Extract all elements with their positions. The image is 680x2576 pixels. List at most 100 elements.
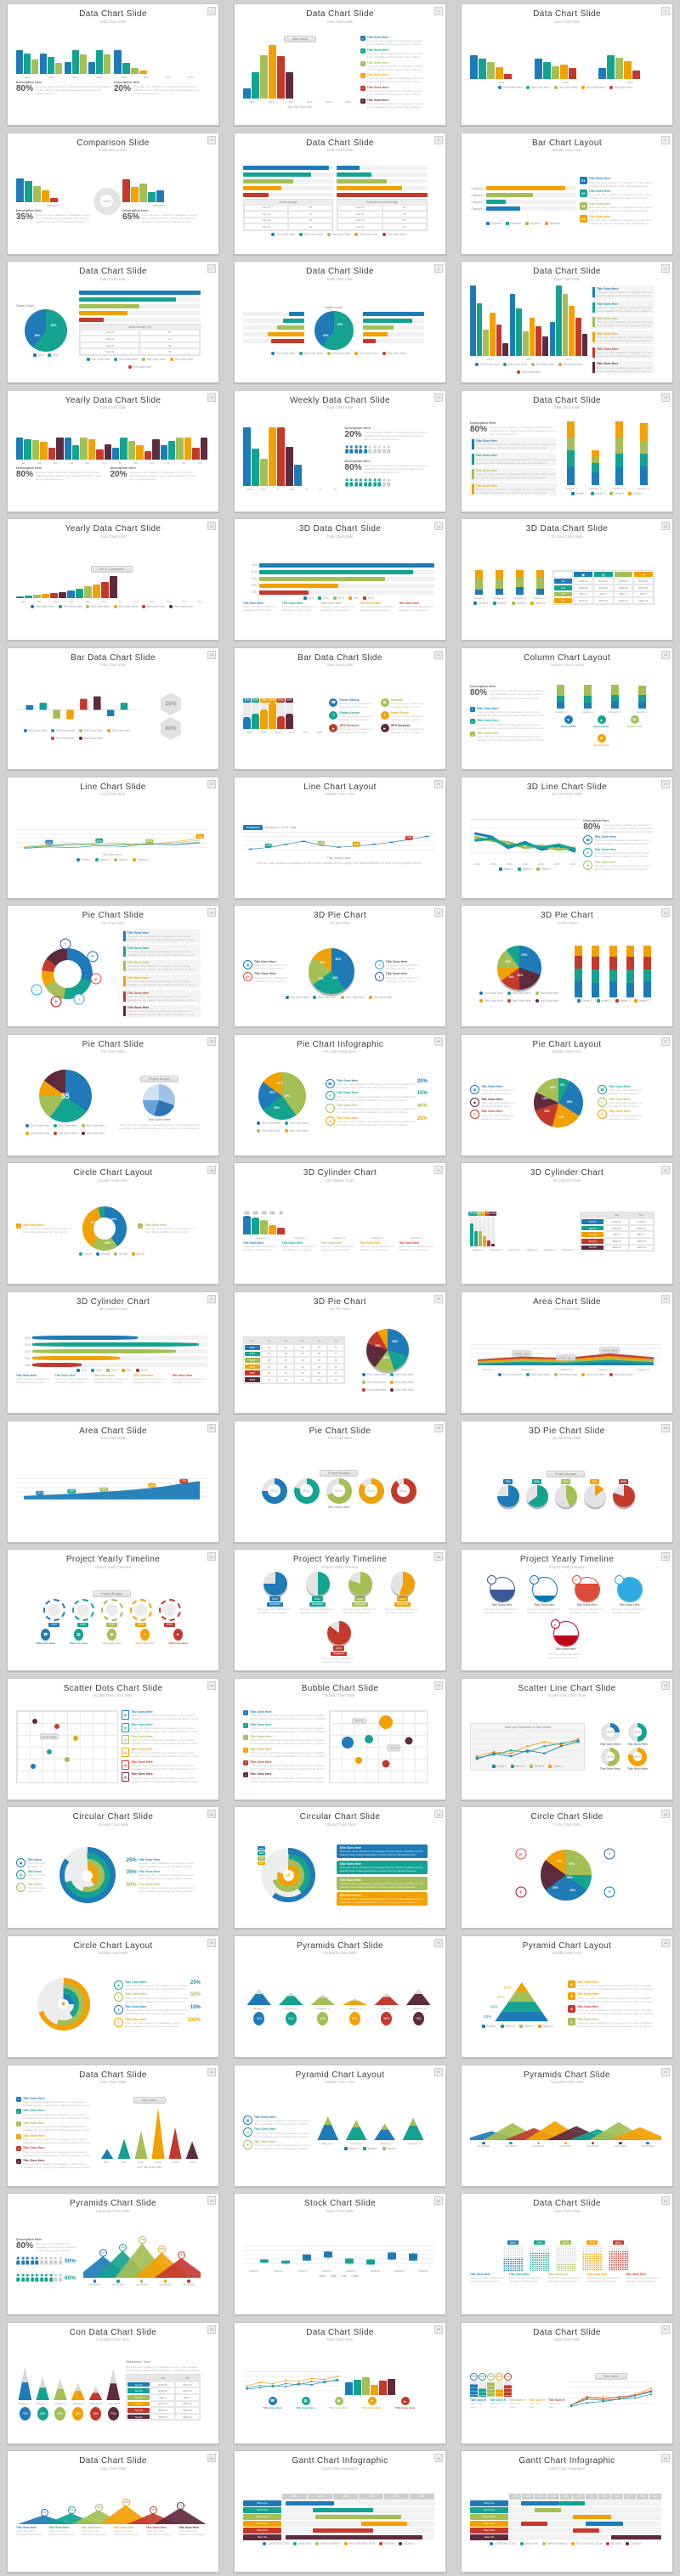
bar-item xyxy=(93,574,100,599)
slide-title: 3D Data Chart Slide xyxy=(525,524,609,534)
slide-card[interactable]: 10 Yearly Data Chart Slide Data Chart Slid… xyxy=(7,389,219,512)
slide-card[interactable]: 58 Data Chart Slide Data Chart Slide 45% 55%… xyxy=(7,2450,219,2573)
slide-card[interactable]: 5 Data Chart Slide Data Chart Slide Avista … xyxy=(234,132,446,255)
line-chart xyxy=(243,2371,342,2396)
axis-tick: 2010 xyxy=(103,2161,110,2165)
pin-marker: 45% xyxy=(150,2506,158,2515)
percent-block: Description Here 80% There are many variat… xyxy=(470,685,545,699)
ring-tag: 40% xyxy=(258,1851,266,1856)
slide-card[interactable]: 45 Circle Chart Slide Circle Chart Slide 60… xyxy=(461,1806,673,1929)
slide-card[interactable]: 12 Data Chart Slide Data Chart Slide Descri… xyxy=(461,389,673,512)
stack-segment xyxy=(575,981,583,997)
slide-card[interactable]: 28 Circle Chart Layout Subtitle Goes Here ✓… xyxy=(7,1162,219,1285)
slide-card[interactable]: 57 Data Chart Slide Data Chart Slide 45% 40%… xyxy=(461,2321,673,2444)
slide-card[interactable]: 52 Pyramids Chart Slide Pyramids Chart Sli… xyxy=(7,2193,219,2316)
table-cell: $90.77 xyxy=(150,2393,176,2401)
slide-card[interactable]: 20 Line Chart Layout Subtitle Goes Here Key… xyxy=(234,776,446,899)
slide-card[interactable]: 54 Data Chart Slide Data Chart Slide 50% 75%… xyxy=(461,2193,673,2316)
slide-card[interactable]: 14 3D Data Chart Slide Data Chart Slide 201… xyxy=(234,518,446,641)
bar-track xyxy=(607,55,615,79)
slide-card[interactable]: 4 Comparison Slide Comparison Slide PROJECT… xyxy=(7,132,219,255)
slide-number-badge: 7 xyxy=(207,264,216,274)
slide-card[interactable]: 51 Pyramids Chart Slide Pyramids Chart Sli… xyxy=(461,2064,673,2187)
slide-card[interactable]: 49 Data Chart Slide Data Chart Slide ✓ Title… xyxy=(7,2064,219,2187)
axis-labels: 2010 2011 2012 2013 2014 2015 xyxy=(99,2161,201,2164)
slide-card[interactable]: 19 Line Chart Slide Line Chart Slide 40% 60%… xyxy=(7,776,219,899)
slide-card[interactable]: 22 Pie Chart Slide Pie Chart Slide f in g+ t p v… xyxy=(7,905,219,1028)
slide-card[interactable]: 59 Gantt Chart Infographic Gantt Chart Inf… xyxy=(234,2450,446,2573)
slide-card[interactable]: 38 Project Yearly Timeline Project Yearly … xyxy=(234,1549,446,1672)
slide-card[interactable]: 32 3D Pie Chart 3D Pie Chart Year S1 S2 S3 S4 S5… xyxy=(234,1291,446,1414)
hbar xyxy=(243,166,330,171)
axis-tick: Category 1 xyxy=(554,710,568,715)
legend-item: Text Goes Here xyxy=(51,728,75,732)
slide-card[interactable]: 2 Data Chart Slide Data Chart Slide Max Val… xyxy=(234,3,446,126)
slide-card[interactable]: 11 Weekly Data Chart Slide Data Chart Slid… xyxy=(234,389,446,512)
item-text: Title Goes Here There are many variations… xyxy=(125,2005,189,2015)
slide-card[interactable]: 40 Scatter Dots Chart Slide Scatter Dots C… xyxy=(7,1677,219,1800)
item-text: Title Goes Here There are many variations… xyxy=(23,2121,95,2132)
slide-card[interactable]: 7 Data Chart Slide Data Chart Slide Sales C… xyxy=(7,261,219,384)
legend-item: Series 2 xyxy=(500,2025,515,2029)
slide-card[interactable]: 35 Pie Chart Slide Pie Chart Slide Project … xyxy=(234,1420,446,1543)
item-title: Title Goes Here xyxy=(131,1722,153,1726)
slide-card[interactable]: 23 3D Pie Chart 3D Pie Chart in Title Goes H… xyxy=(234,905,446,1028)
slide-card[interactable]: 34 Area Chart Slide Area Chart Slide 20% 25%… xyxy=(7,1420,219,1543)
slide-card[interactable]: 24 3D Pie Chart 3D Pie Chart 30% 20% 15% 10% Te… xyxy=(461,905,673,1028)
slide-body: 12% 20% 24% 43% Series 1 Series 2 Series 3 Seri… xyxy=(462,1955,672,2053)
table-cell: 30 xyxy=(294,1357,311,1364)
slide-card[interactable]: 25 Pie Chart Slide Pie Chart Slide 35 Text G… xyxy=(7,1033,219,1156)
slide-card[interactable]: 48 Pyramid Chart Layout Subtitle Goes Here… xyxy=(461,1935,673,2058)
legend-label: Text Goes Here xyxy=(173,605,193,609)
slide-card[interactable]: 36 3D Pie Chart Slide 3D Pie Chart Slide Pr… xyxy=(461,1420,673,1543)
gps-icon: ► xyxy=(329,724,338,733)
slide-card[interactable]: 42 Scatter Line Chart Slide Scatter Line C… xyxy=(461,1677,673,1800)
slide-card[interactable]: 26 Pie Chart Infographic Pie Chart Infogra… xyxy=(234,1033,446,1156)
slide-card[interactable]: 15 3D Data Chart Slide 3D Data Chart Slide… xyxy=(461,518,673,641)
table-row: Test 04 $500.44 $500.44 xyxy=(126,2400,200,2408)
slide-card[interactable]: 44 Circular Chart Slide Circular Chart Sli… xyxy=(234,1806,446,1929)
slide-card[interactable]: 29 3D Cylinder Chart 3D Cylinder Chart 250 2… xyxy=(234,1162,446,1285)
item-title: Title Goes Here xyxy=(577,2017,599,2021)
slide-card[interactable]: 60 Gantt Chart Infographic Gantt Chart Inf… xyxy=(461,2450,673,2573)
slide-card[interactable]: 27 Pie Chart Layout Subtitle Goes Here ▦ Tit… xyxy=(461,1033,673,1156)
slide-card[interactable]: 9 Data Chart Slide Data Chart Slide 2013 201… xyxy=(461,261,673,384)
slide-card[interactable]: 21 3D Line Chart Slide 3D Line Chart Slide… xyxy=(461,776,673,899)
slide-card[interactable]: 17 Bar Data Chart Slide Data Chart Slide 45… xyxy=(234,647,446,770)
slide-card[interactable]: 50 Pyramid Chart Layout Subtitle Goes Here… xyxy=(234,2064,446,2187)
slide-card[interactable]: 18 Column Chart Layout Column Chart Layout… xyxy=(461,647,673,770)
slide-card[interactable]: 6 Bar Chart Layout Subtitle Goes Here Categ… xyxy=(461,132,673,255)
body-text: There are many variations of passages of… xyxy=(470,2276,504,2284)
slide-card[interactable]: 33 Area Chart Slide Area Chart Slide Critic… xyxy=(461,1291,673,1414)
slide-card[interactable]: 1 Data Chart Slide Data Chart Slide 2010 201… xyxy=(7,3,219,126)
slide-card[interactable]: 39 Project Yearly Timeline Project Yearly … xyxy=(461,1549,673,1672)
bar-track xyxy=(50,178,58,203)
slide-card[interactable]: 43 Circular Chart Slide Circular Chart Sli… xyxy=(7,1806,219,1929)
slide-card[interactable]: 16 Bar Data Chart Slide Data Chart Slide Te… xyxy=(7,647,219,770)
legend: CONSTRUCTION ANALYSIS IMPROVEMENT RECONSTRU… xyxy=(243,2541,434,2545)
bar-item xyxy=(79,50,87,74)
slide-card[interactable]: 41 Bubble Chart Slide Bubble Chart Slide ✓ T… xyxy=(234,1677,446,1800)
slide-card[interactable]: 47 Pyramids Chart Slide Pyramids Chart Sli… xyxy=(234,1935,446,2058)
slide-card[interactable]: 56 Data Chart Slide Data Chart Slide ☎ Title… xyxy=(234,2321,446,2444)
table-header-cell: Year xyxy=(244,1337,261,1344)
bar-track xyxy=(502,285,508,356)
legend-item: REVIEW xyxy=(606,2541,621,2545)
slide-card[interactable]: 3 Data Chart Slide Data Chart Slide 2013 201… xyxy=(461,3,673,126)
gauge-item: 2011 xyxy=(71,1599,94,1627)
slide-card[interactable]: 8 Data Chart Slide Data Chart Slide Sales C… xyxy=(234,261,446,384)
slide-card[interactable]: 46 Circle Chart Layout Subtitle Goes Here ◉… xyxy=(7,1935,219,2058)
slide-body: ▦ Title Goes Here There are many variation… xyxy=(462,1054,672,1152)
icon-item: ▣ Title Goes Here xyxy=(99,1628,126,1645)
slide-card[interactable]: 37 Project Yearly Timeline Project Yearly … xyxy=(7,1549,219,1672)
stacked-column xyxy=(638,685,647,709)
slide-card[interactable]: 53 Stock Chart Slide Stock Chart Slide 2002… xyxy=(234,2193,446,2316)
bar-track xyxy=(31,50,39,74)
slide-card[interactable]: 13 Yearly Data Chart Slide Data Chart Slid… xyxy=(7,518,219,641)
legend-item: Text Goes Here xyxy=(553,1372,577,1376)
stack-segment xyxy=(615,437,624,454)
bar xyxy=(470,1223,473,1247)
slide-card[interactable]: 31 3D Cylinder Chart 3D Cylinder Chart 2015… xyxy=(7,1291,219,1414)
slide-card[interactable]: 55 Con Data Chart Slide Con Data Chart Sli… xyxy=(7,2321,219,2444)
